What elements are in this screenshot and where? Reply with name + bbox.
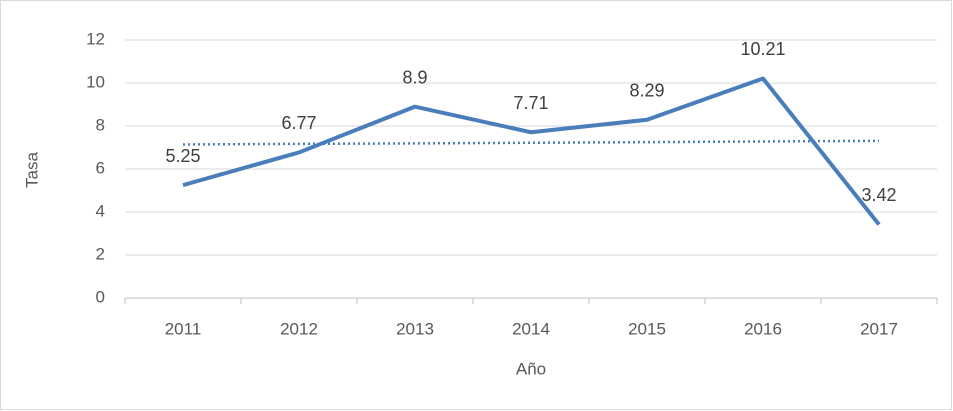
x-tick-label: 2016 xyxy=(744,319,782,338)
x-axis-title: Año xyxy=(516,359,546,378)
x-tick-label: 2013 xyxy=(396,319,434,338)
data-label: 5.25 xyxy=(165,146,200,166)
data-line xyxy=(182,76,881,226)
y-tick-label: 6 xyxy=(96,158,105,177)
x-tick-label: 2012 xyxy=(280,319,318,338)
y-tick-label: 12 xyxy=(86,29,105,48)
y-tick-label: 10 xyxy=(86,72,105,91)
data-label: 6.77 xyxy=(281,113,316,133)
data-label: 8.29 xyxy=(629,81,664,101)
data-label: 8.9 xyxy=(402,67,427,87)
trend-line xyxy=(182,139,880,146)
x-tick-label: 2011 xyxy=(165,319,202,338)
y-tick-label: 8 xyxy=(96,115,105,134)
y-tick-label: 4 xyxy=(96,201,105,220)
data-label: 7.71 xyxy=(513,93,548,113)
x-tick-label: 2017 xyxy=(860,319,898,338)
x-tick-label: 2014 xyxy=(512,319,550,338)
y-axis-title: Tasa xyxy=(22,152,41,188)
data-label: 10.21 xyxy=(740,39,785,59)
y-tick-label: 0 xyxy=(96,287,105,306)
data-label: 3.42 xyxy=(861,185,896,205)
y-tick-label: 2 xyxy=(96,244,105,263)
x-tick-label: 2015 xyxy=(628,319,666,338)
